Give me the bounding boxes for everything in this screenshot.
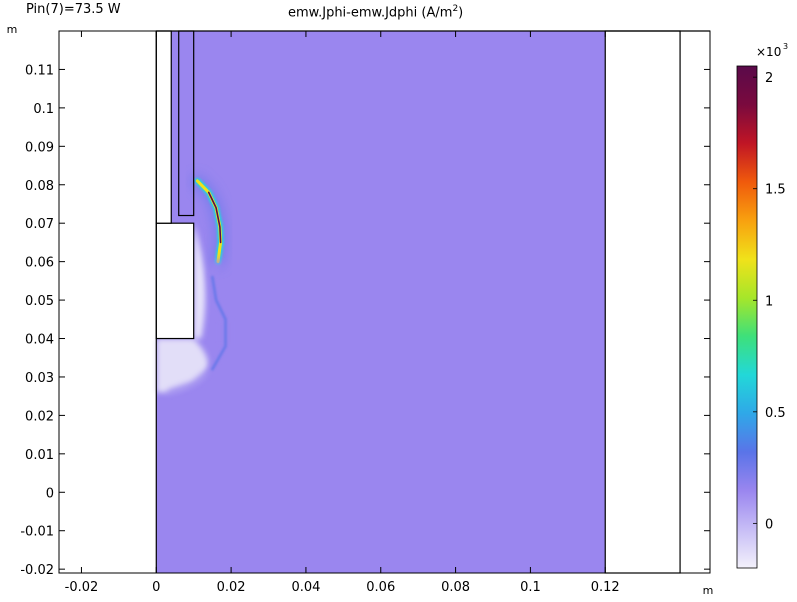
colorbar-multiplier: ×10	[756, 45, 781, 59]
hotspot-lower-arc	[211, 275, 227, 371]
axes-layer: -0.02 0 0.02 0.04 0.06 0.08 0.1 0.12 m -0.02 -0.01…	[7, 23, 714, 597]
y-tick-label: 0.06	[25, 256, 54, 271]
y-tick-label: -0.01	[20, 525, 54, 540]
chart-title: emw.Jphi-emw.Jdphi (A/m2)	[288, 4, 463, 20]
x-tick-label: 0.02	[217, 580, 246, 595]
outline-right-outer-wall	[604, 30, 681, 574]
outline-layer	[155, 30, 710, 574]
pin-readout: Pin(7)=73.5 W	[26, 2, 121, 17]
y-tick-label: 0.1	[33, 102, 54, 117]
x-tick-label: 0.08	[441, 580, 470, 595]
x-tick-label: 0.1	[520, 580, 541, 595]
x-tick-label: 0.04	[291, 580, 320, 595]
y-tick-label: 0.07	[25, 217, 54, 232]
outline-upper-left-strip	[155, 30, 172, 224]
colorbar-tick-label: 2	[765, 71, 773, 86]
x-tick-label: 0.06	[366, 580, 395, 595]
field-low-zone-upper	[193, 223, 206, 339]
hotspot-main-arc-core	[207, 191, 222, 244]
y-tick-label: 0	[46, 486, 54, 501]
y-tick-label: 0.08	[25, 179, 54, 194]
colorbar-layer: 0 0.5 1 1.5 2 ×10 3	[736, 42, 788, 569]
colorbar	[736, 65, 758, 569]
hotspot-layer	[167, 174, 230, 397]
y-tick-label: -0.02	[20, 563, 54, 578]
y-unit-label: m	[7, 23, 18, 36]
y-tick-label: 0.05	[25, 294, 54, 309]
outline-left-block	[155, 222, 195, 340]
y-tick-label: 0.04	[25, 333, 54, 348]
field-region	[156, 31, 606, 573]
chart-title-text: emw.Jphi-emw.Jdphi (A/m	[288, 5, 453, 21]
y-tick-label: 0.03	[25, 371, 54, 386]
chart-title-sup: 2	[452, 4, 459, 14]
colorbar-tick-label: 0.5	[765, 406, 786, 421]
colorbar-tick-label: 0	[765, 517, 773, 532]
field-layer	[156, 31, 606, 573]
y-tick-label: 0.09	[25, 140, 54, 155]
x-tick-label: 0	[152, 580, 160, 595]
x-unit-label: m	[703, 584, 714, 597]
colorbar-multiplier-exp: 3	[783, 42, 788, 51]
y-tick-label: 0.11	[25, 63, 54, 78]
y-tick-label: 0.01	[25, 448, 54, 463]
plot-frame	[58, 30, 711, 574]
x-tick-label: 0.12	[591, 580, 620, 595]
colorbar-tick-label: 1.5	[765, 183, 786, 198]
y-tick-label: 0.02	[25, 409, 54, 424]
chart-title-tail: )	[458, 5, 464, 21]
x-tick-label: -0.02	[65, 580, 99, 595]
colorbar-tick-label: 1	[765, 294, 773, 309]
